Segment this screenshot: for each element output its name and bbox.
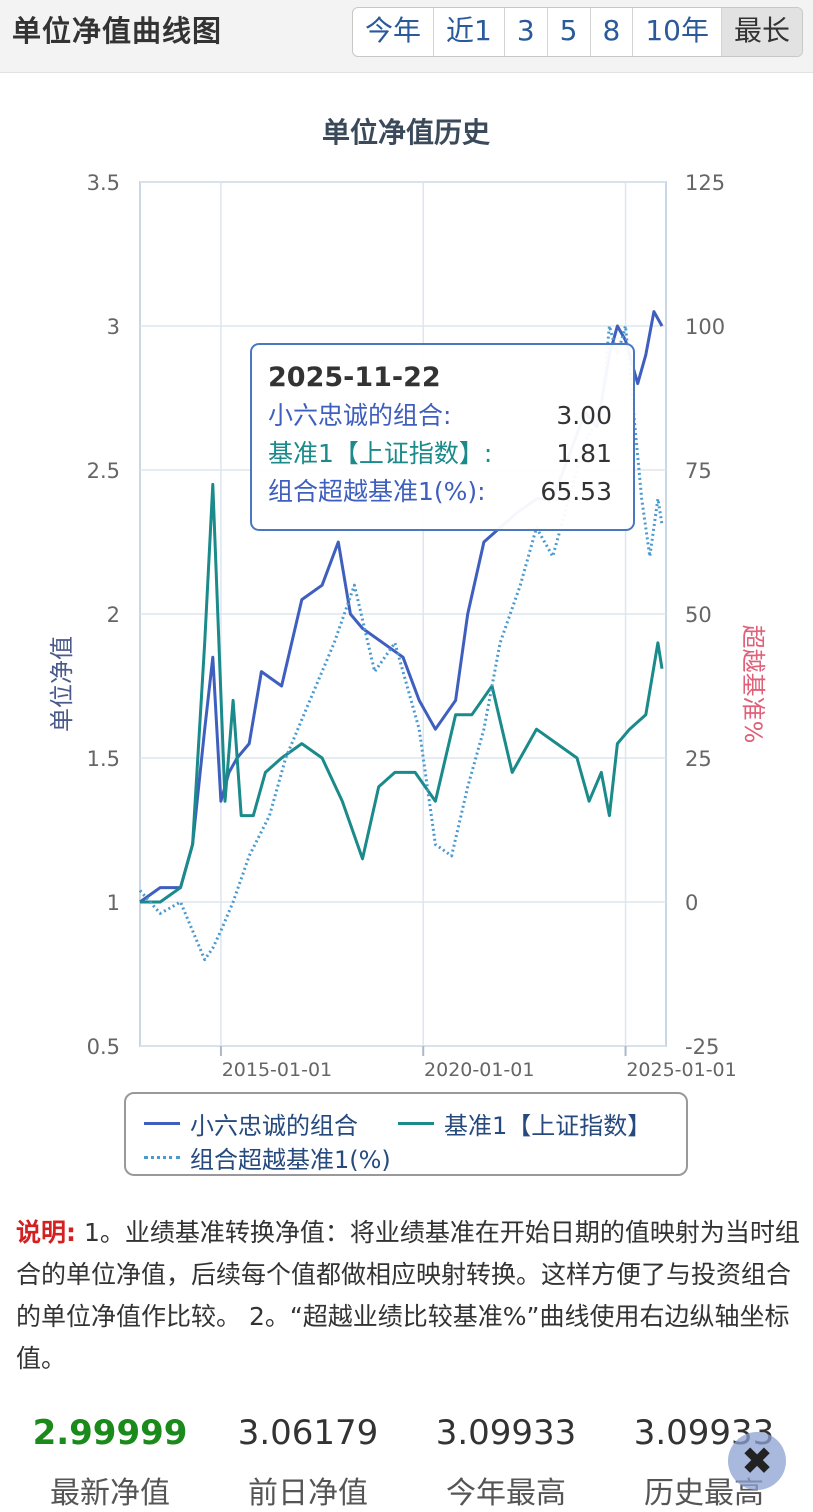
tooltip: 2025-11-22 小六忠诚的组合: 3.00 基准1【上证指数】: 1.81… [250,343,635,531]
y-tick-label: 3.5 [87,171,120,195]
tooltip-label-benchmark: 基准1【上证指数】: [268,439,492,468]
stat-value: 3.06179 [237,1413,379,1453]
tooltip-date: 2025-11-22 [268,362,441,393]
y2-tick-label: -25 [685,1035,719,1059]
range-selector: 今年 近1 3 5 8 10年 最长 [352,7,803,57]
stat-label: 今年最高 [446,1476,566,1511]
y-tick-label: 2.5 [87,459,120,483]
legend-item-benchmark[interactable]: 基准1【上证指数】 [398,1106,651,1141]
range-5y-button[interactable]: 5 [546,8,590,56]
y2-tick-label: 0 [685,891,698,915]
stat-previous-nav: 3.06179 前日净值 [208,1410,408,1512]
series-line-2 [138,324,664,962]
y-tick-label: 1 [107,891,120,915]
y2-tick-label: 75 [685,459,712,483]
x-tick-label: 2015-01-01 [222,1059,332,1081]
y2-axis-label: 超越基准% [739,625,767,744]
x-tick-label: 2025-01-01 [626,1059,736,1081]
range-3y-button[interactable]: 3 [503,8,547,56]
tooltip-value-benchmark: 1.81 [556,439,612,468]
legend-line-portfolio [144,1122,180,1125]
y2-tick-label: 25 [685,747,712,771]
range-max-button[interactable]: 最长 [720,8,802,56]
legend-line-excess [144,1156,180,1159]
chart-title: 单位净值历史 [322,116,490,149]
x-tick-label: 2020-01-01 [424,1059,534,1081]
y-tick-label: 2 [107,603,120,627]
stat-latest-nav: 2.99999 最新净值 [10,1410,210,1512]
y2-tick-label: 125 [685,171,725,195]
nav-history-chart[interactable]: 单位净值历史 3.532.521.510.51251007550250-2520… [0,72,813,1087]
tooltip-label-portfolio: 小六忠诚的组合: [268,401,451,430]
legend-label-benchmark: 基准1【上证指数】 [444,1112,652,1140]
note-text: 1。业绩基准转换净值：将业绩基准在开始日期的值映射为当时组合的单位净值，后续每个… [16,1218,800,1373]
y2-tick-label: 100 [685,315,725,339]
tooltip-value-portfolio: 3.00 [556,401,612,430]
range-10y-button[interactable]: 10年 [632,8,721,56]
stat-value: 2.99999 [32,1413,188,1453]
y-tick-label: 0.5 [87,1035,120,1059]
chart-legend: 小六忠诚的组合 基准1【上证指数】 组合超越基准1(%) [124,1092,688,1176]
stat-value: 3.09933 [435,1413,577,1453]
stats-row: 2.99999 最新净值 3.06179 前日净值 3.09933 今年最高 3… [0,1410,813,1511]
tooltip-value-excess: 65.53 [540,477,612,506]
legend-line-benchmark [398,1122,434,1125]
y-tick-label: 1.5 [87,747,120,771]
range-ytd-button[interactable]: 今年 [365,14,422,47]
range-1y-button[interactable]: 近1 [433,8,504,56]
range-8y-button[interactable]: 8 [589,8,633,56]
chart-axes: 3.5 3 2.5 2 1.5 1 0.5 125 100 75 50 25 0 -25 2015-01-0… [87,171,737,1081]
page-title: 单位净值曲线图 [12,14,223,48]
legend-label-excess: 组合超越基准1(%) [190,1146,391,1174]
tooltip-label-excess: 组合超越基准1(%): [268,477,486,506]
stat-label: 前日净值 [248,1476,368,1511]
y2-tick-label: 50 [685,603,712,627]
stat-label: 最新净值 [50,1476,170,1511]
legend-label-portfolio: 小六忠诚的组合 [190,1112,358,1140]
header: 单位净值曲线图 今年 近1 3 5 8 10年 最长 [0,0,813,73]
y-axis-label: 单位净值 [48,636,76,732]
legend-item-excess[interactable]: 组合超越基准1(%) [144,1140,391,1175]
y-tick-label: 3 [107,315,120,339]
note-label: 说明: [16,1218,76,1247]
stat-ytd-high: 3.09933 今年最高 [406,1410,606,1512]
close-button[interactable]: ✖ [728,1432,786,1490]
explanation-note: 说明: 1。业绩基准转换净值：将业绩基准在开始日期的值映射为当时组合的单位净值，… [16,1212,806,1380]
legend-item-portfolio[interactable]: 小六忠诚的组合 [144,1106,358,1141]
series-line-1 [140,482,664,904]
